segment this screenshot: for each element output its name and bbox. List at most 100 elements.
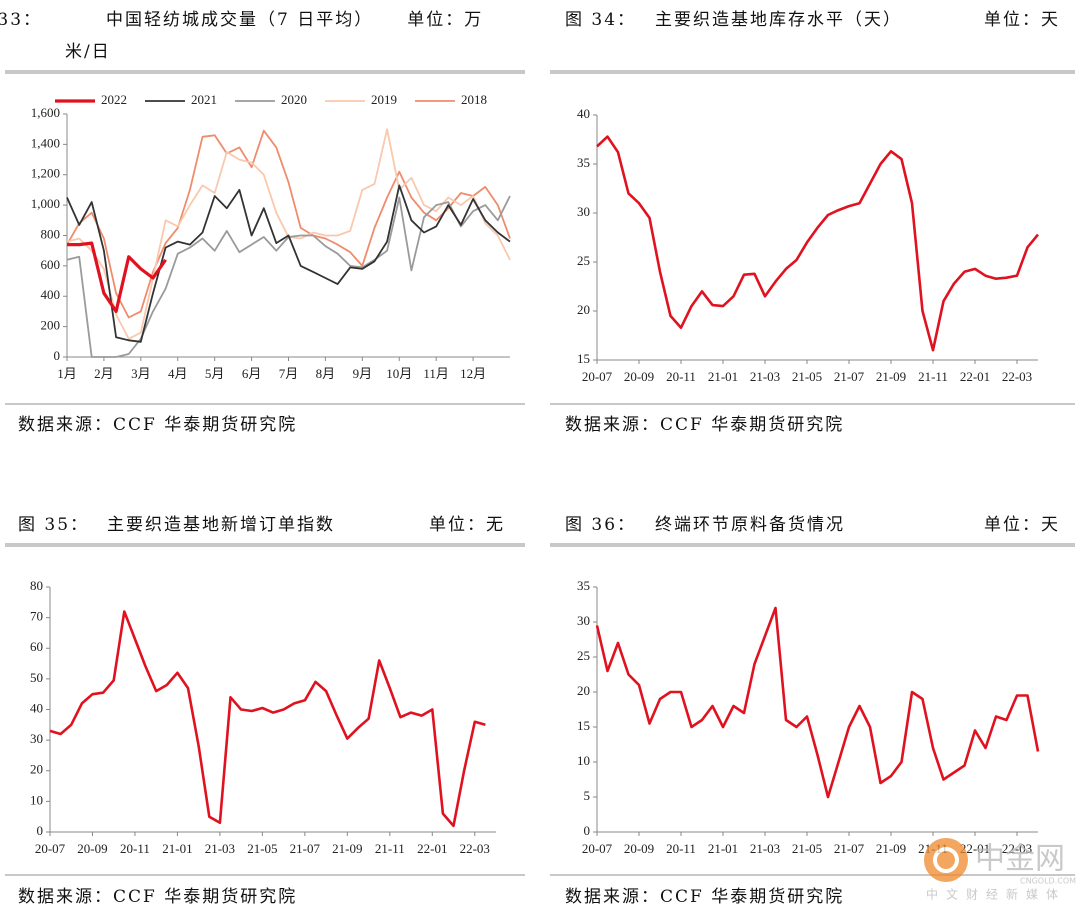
x-tick-label: 22-03: [1002, 369, 1032, 384]
x-tick-label: 21-01: [708, 841, 738, 856]
y-tick-label: 1,200: [31, 166, 60, 181]
x-tick-label: 21-09: [876, 369, 906, 384]
x-tick-label: 21-09: [332, 841, 362, 856]
chart: 0 200 400 600 800 1,000 1,200 1,400 1,600 1月 2月 3月 4…: [31, 92, 511, 381]
legend-label: 2020: [281, 92, 307, 107]
y-tick-label: 40: [577, 106, 590, 121]
y-tick-label: 20: [577, 683, 590, 698]
x-tick-label: 5月: [205, 366, 225, 381]
y-tick-label: 1,600: [31, 105, 60, 120]
x-tick-label: 20-07: [582, 841, 613, 856]
chart-title: 终端环节原料备货情况: [655, 515, 845, 535]
y-tick-label: 0: [37, 823, 44, 838]
x-tick-label: 20-07: [582, 369, 613, 384]
header-rule: [550, 70, 1075, 74]
data-line: [66, 195, 511, 358]
figure-label: 图 33：: [0, 10, 43, 30]
x-tick-label: 21-07: [834, 369, 865, 384]
x-tick-label: 21-05: [792, 369, 822, 384]
x-tick-label: 22-01: [960, 841, 990, 856]
x-tick-label: 20-07: [35, 841, 66, 856]
chart-header: 图 34： 主要织造基地库存水平（天） 单位：天: [565, 4, 1060, 36]
x-tick-label: 22-03: [460, 841, 490, 856]
data-line: [67, 241, 167, 313]
x-tick-label: 20-11: [120, 841, 150, 856]
x-tick-label: 4月: [168, 366, 188, 381]
header-rule: [550, 543, 1075, 547]
chart-header: 图 35： 主要织造基地新增订单指数 单位：无: [18, 509, 505, 541]
y-tick-label: 30: [577, 204, 590, 219]
footer-rule: [550, 403, 1075, 405]
chart-header: 图 36： 终端环节原料备货情况 单位：天: [565, 509, 1060, 541]
x-tick-label: 20-09: [624, 841, 654, 856]
x-tick-label: 21-07: [834, 841, 865, 856]
x-tick-label: 20-09: [624, 369, 654, 384]
figure-label: 图 35：: [18, 515, 90, 535]
x-tick-label: 22-01: [960, 369, 990, 384]
x-tick-label: 21-11: [918, 369, 948, 384]
chart-title: 主要织造基地新增订单指数: [107, 515, 335, 535]
unit: 单位：天: [984, 515, 1060, 535]
x-tick-label: 21-03: [750, 841, 780, 856]
x-tick-label: 7月: [279, 366, 299, 381]
x-tick-label: 1月: [57, 366, 77, 381]
source: 数据来源：CCF 华泰期货研究院: [18, 415, 298, 435]
data-line: [66, 129, 511, 319]
y-tick-label: 50: [30, 670, 43, 685]
legend-label: 2019: [371, 92, 397, 107]
x-tick-label: 9月: [353, 366, 373, 381]
chart-header: 图 33： 中国轻纺城成交量（7 日平均）单位：万米/日: [0, 4, 505, 68]
x-tick-label: 11月: [423, 366, 449, 381]
data-line: [66, 184, 511, 343]
figure-label: 图 34：: [565, 10, 637, 30]
watermark: 中金网 CNGOLD.COM 中文财经新媒体: [924, 838, 1076, 902]
chart-title: 中国轻纺城成交量（7 日平均）: [106, 10, 374, 30]
data-line: [49, 610, 486, 828]
y-tick-label: 1,000: [31, 196, 60, 211]
header-rule: [5, 70, 525, 74]
unit: 单位：万米/日: [65, 10, 484, 62]
chart: 0 10 20 30 40 50 60 70 80 20-07 20-09 20-11 21-01 21-…: [30, 578, 496, 856]
source: 数据来源：CCF 华泰期货研究院: [18, 887, 298, 907]
y-tick-label: 25: [577, 253, 590, 268]
x-tick-label: 21-07: [290, 841, 321, 856]
source: 数据来源：CCF 华泰期货研究院: [565, 887, 845, 907]
y-tick-label: 10: [30, 792, 43, 807]
y-tick-label: 0: [584, 823, 591, 838]
x-tick-label: 2月: [94, 366, 114, 381]
y-tick-label: 15: [577, 718, 590, 733]
x-tick-label: 21-01: [162, 841, 192, 856]
y-tick-label: 200: [41, 318, 61, 333]
y-tick-label: 0: [54, 348, 61, 363]
x-tick-label: 6月: [242, 366, 262, 381]
y-tick-label: 15: [577, 351, 590, 366]
x-tick-label: 20-11: [666, 841, 696, 856]
legend-label: 2022: [101, 92, 127, 107]
y-tick-label: 60: [30, 639, 43, 654]
x-tick-label: 12月: [460, 366, 486, 381]
unit: 单位：无: [429, 515, 505, 535]
y-tick-label: 25: [577, 648, 590, 663]
data-line: [595, 606, 1040, 799]
y-tick-label: 400: [41, 287, 61, 302]
footer-rule: [5, 403, 525, 405]
chart: 0 5 10 15 20 25 30 35 20-07 20-09 20-11 21-01 21-03 2…: [577, 578, 1040, 856]
x-tick-label: 21-01: [708, 369, 738, 384]
data-line: [596, 135, 1040, 352]
y-tick-label: 5: [584, 788, 591, 803]
y-tick-label: 20: [30, 762, 43, 777]
x-tick-label: 8月: [316, 366, 336, 381]
y-tick-label: 30: [577, 613, 590, 628]
x-tick-label: 3月: [131, 366, 151, 381]
y-tick-label: 800: [41, 226, 61, 241]
chart: 15 20 25 30 35 40 20-07 20-09 20-11 21-01 21-03 21-…: [577, 106, 1040, 384]
x-tick-label: 21-05: [792, 841, 822, 856]
x-tick-label: 21-05: [247, 841, 277, 856]
watermark-name: 中金网: [975, 842, 1065, 877]
y-tick-label: 600: [41, 257, 61, 272]
x-tick-label: 10月: [386, 366, 412, 381]
y-tick-label: 20: [577, 302, 590, 317]
watermark-logo: [924, 838, 968, 882]
